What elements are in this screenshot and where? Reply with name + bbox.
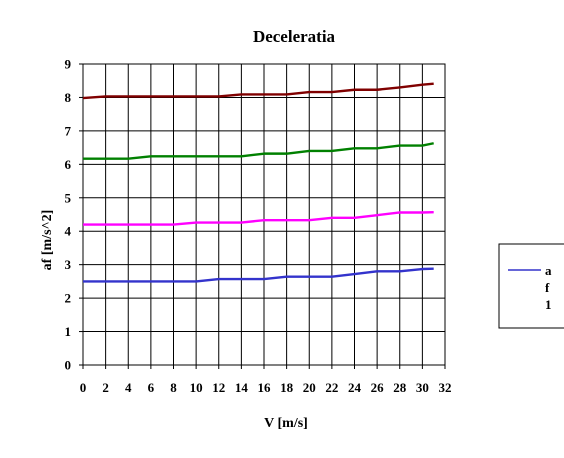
legend: a f 1 bbox=[498, 243, 564, 329]
x-tick-label-4: 8 bbox=[170, 380, 177, 395]
legend-box bbox=[498, 243, 564, 329]
y-tick-label-7: 7 bbox=[65, 123, 72, 138]
x-tick-label-9: 18 bbox=[280, 380, 294, 395]
y-tick-label-3: 3 bbox=[65, 257, 72, 272]
x-tick-label-11: 22 bbox=[325, 380, 338, 395]
legend-text-line-1: a bbox=[545, 263, 552, 278]
legend-text-line-2: f bbox=[545, 280, 550, 295]
x-tick-label-12: 24 bbox=[348, 380, 362, 395]
y-axis-label: af [m/s^2] bbox=[40, 210, 55, 271]
legend-text-line-3: 1 bbox=[545, 297, 552, 312]
series-lines bbox=[82, 82, 434, 283]
x-axis-ticks: 0 2 4 6 8 10 12 14 16 18 20 22 24 26 28 30 32 bbox=[80, 365, 452, 395]
y-tick-label-1: 1 bbox=[65, 324, 72, 339]
x-tick-label-5: 10 bbox=[190, 380, 203, 395]
grid bbox=[83, 64, 445, 365]
x-tick-label-14: 28 bbox=[393, 380, 407, 395]
chart-title: Deceleratia bbox=[253, 27, 336, 46]
y-tick-label-5: 5 bbox=[65, 190, 72, 205]
x-axis-label: V [m/s] bbox=[264, 416, 308, 431]
x-tick-label-3: 6 bbox=[148, 380, 155, 395]
x-tick-label-7: 14 bbox=[235, 380, 249, 395]
x-tick-label-6: 12 bbox=[212, 380, 225, 395]
y-tick-label-2: 2 bbox=[65, 291, 72, 306]
x-tick-label-16: 32 bbox=[439, 380, 452, 395]
series-line-1 bbox=[83, 210, 434, 226]
y-tick-label-4: 4 bbox=[65, 224, 72, 239]
x-tick-label-0: 0 bbox=[80, 380, 87, 395]
x-tick-label-10: 20 bbox=[303, 380, 316, 395]
y-axis-ticks: 0 1 2 3 4 5 6 7 8 9 bbox=[65, 57, 83, 373]
x-tick-label-1: 2 bbox=[102, 380, 109, 395]
series-line-0 bbox=[83, 267, 434, 283]
x-tick-label-8: 16 bbox=[258, 380, 272, 395]
x-tick-label-2: 4 bbox=[125, 380, 132, 395]
y-tick-label-6: 6 bbox=[65, 157, 72, 172]
series-line-2 bbox=[83, 142, 434, 160]
x-tick-label-15: 30 bbox=[416, 380, 429, 395]
y-tick-label-8: 8 bbox=[65, 90, 72, 105]
x-tick-label-13: 26 bbox=[371, 380, 385, 395]
y-tick-label-9: 9 bbox=[65, 57, 72, 72]
y-tick-label-0: 0 bbox=[65, 358, 72, 373]
series-line-3 bbox=[82, 82, 434, 100]
